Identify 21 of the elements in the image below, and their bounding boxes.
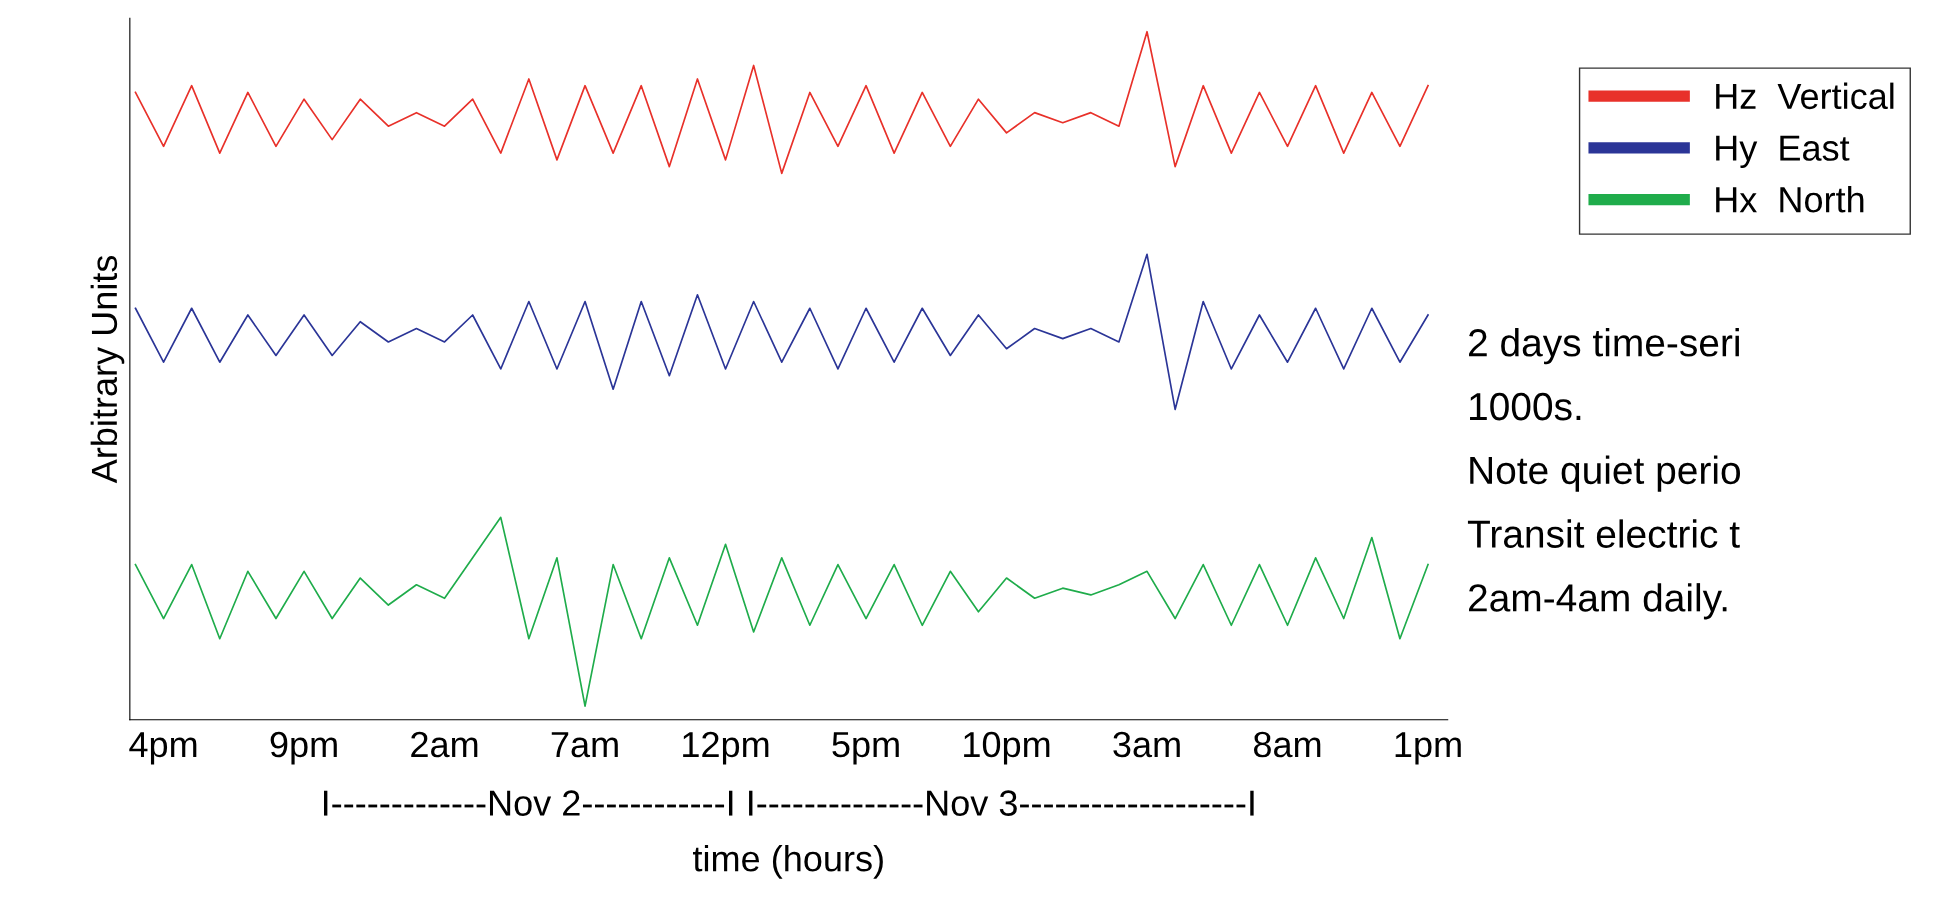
- text: Note quiet perio: [1470, 455, 1740, 492]
- legend-label: Hy East: [1716, 135, 1850, 168]
- x-axis-title: time (hours): [693, 845, 883, 879]
- x-tick-label: 9pm: [270, 731, 337, 765]
- y-axis-title: Arbitrary Units: [90, 255, 125, 484]
- x-tick-label: 3am: [1113, 731, 1180, 758]
- text: Transit electric t: [1467, 519, 1740, 548]
- text: I-------------Nov 2------------I I--------------Nov 3-------------------I: [324, 790, 1254, 816]
- text: 1000s.: [1470, 392, 1581, 421]
- x-tick-label: 12pm: [683, 731, 769, 765]
- x-tick-label: 1pm: [1395, 732, 1461, 765]
- text: 2am-4am daily.: [1469, 583, 1727, 620]
- text: 2 days time-seri: [1469, 328, 1739, 365]
- x-tick-label: 8am: [1253, 731, 1321, 758]
- x-tick-label: 10pm: [964, 731, 1050, 765]
- x-tick-label: 2am: [411, 731, 478, 758]
- x-tick-label: 5pm: [832, 732, 899, 765]
- legend-label: Hz Vertical: [1716, 82, 1894, 110]
- x-tick-label: 7am: [551, 732, 618, 758]
- legend-label: Hx North: [1716, 186, 1864, 213]
- x-tick-label: 4pm: [129, 732, 197, 765]
